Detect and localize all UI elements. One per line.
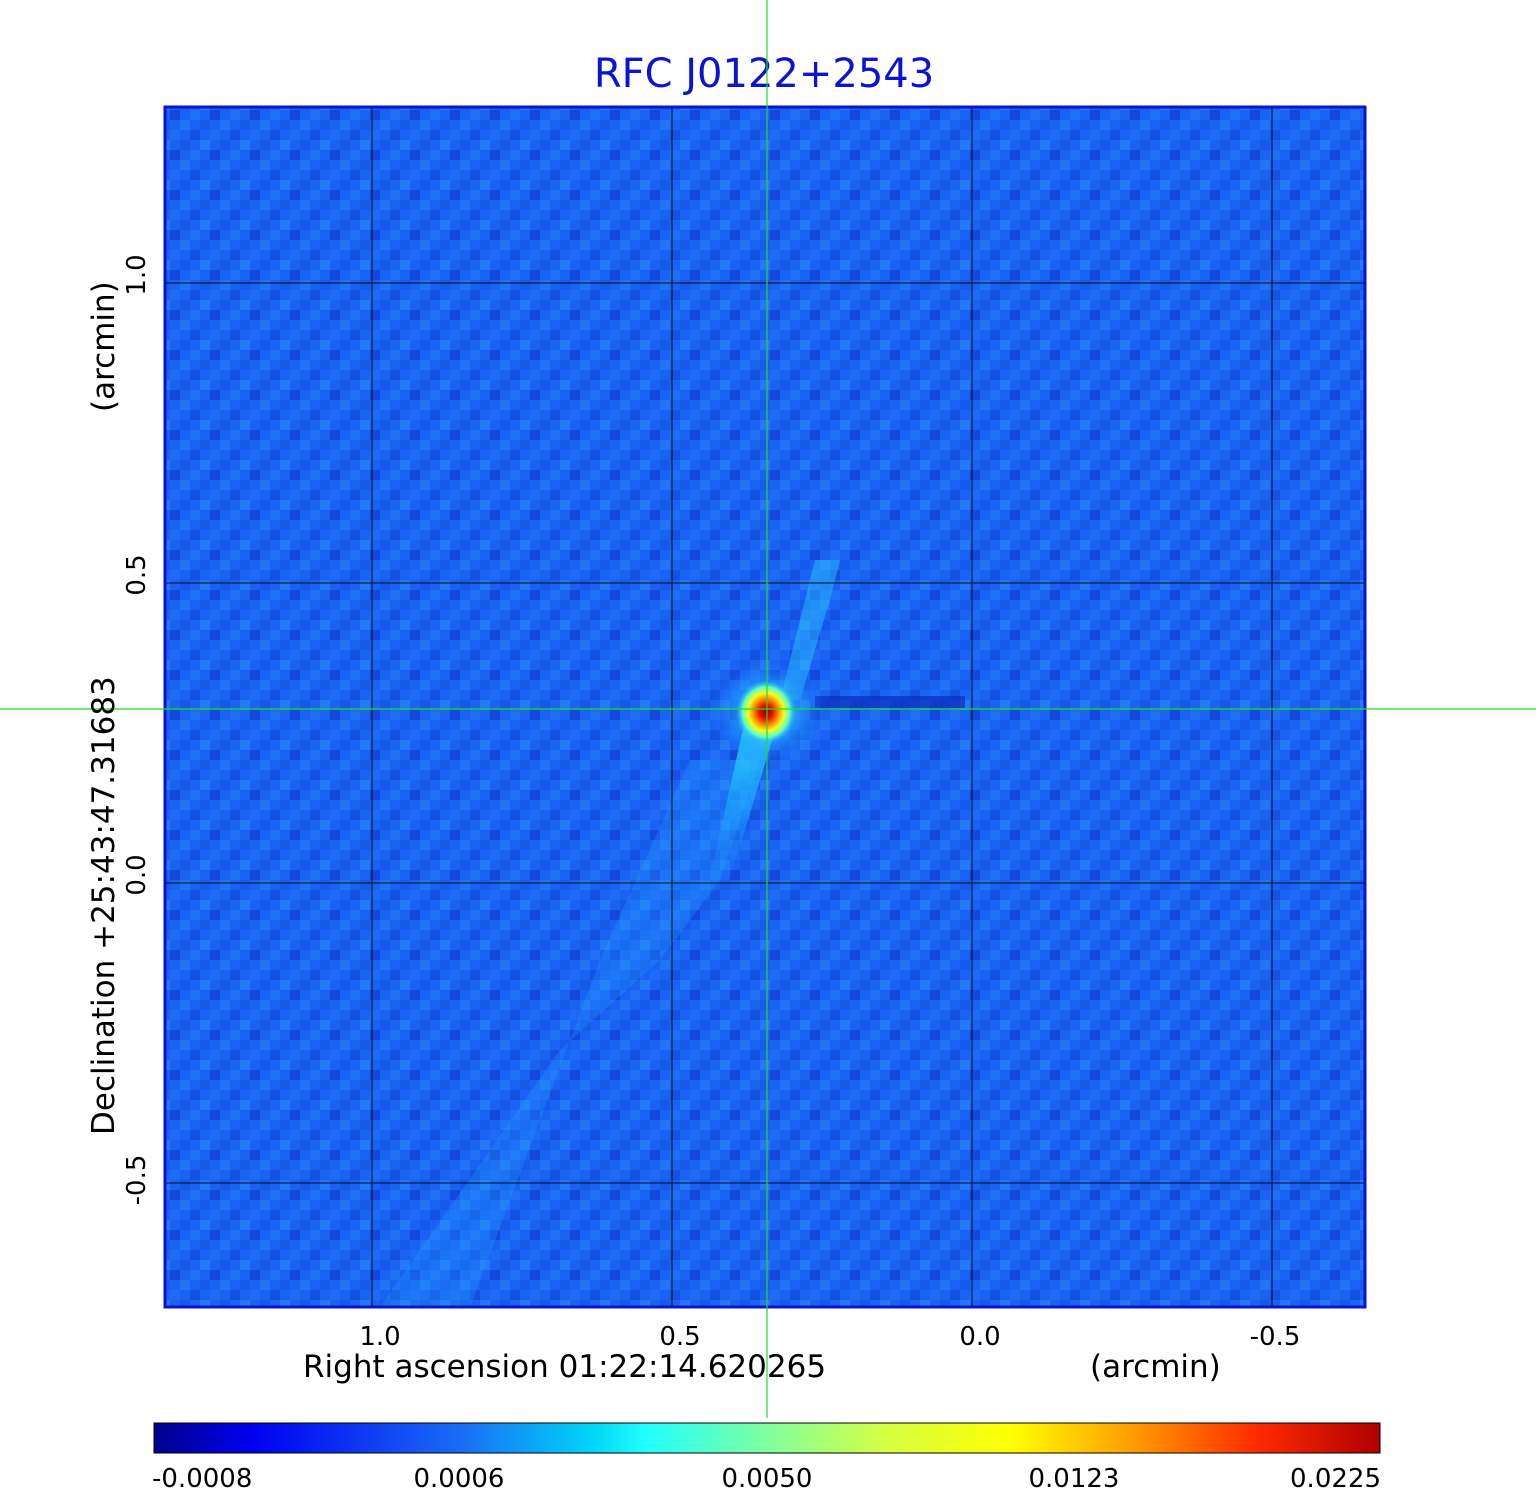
y-axis-label: Declination +25:43:47.31683 bbox=[86, 676, 122, 1135]
diffuse-emission bbox=[380, 760, 760, 1307]
y-tick-label: 1.0 bbox=[122, 254, 152, 295]
colorbar-ticks: -0.0008 0.0006 0.0050 0.0123 0.0225 bbox=[152, 1464, 1381, 1494]
x-axis-unit: (arcmin) bbox=[1090, 1349, 1221, 1385]
colorbar-tick-label: 0.0006 bbox=[414, 1464, 505, 1494]
y-tick-label: 0.0 bbox=[122, 854, 152, 895]
colorbar-tick-label: 0.0123 bbox=[1029, 1464, 1120, 1494]
plot-title: RFC J0122+2543 bbox=[594, 51, 934, 97]
source-core bbox=[736, 680, 796, 744]
x-tick-label: 1.0 bbox=[359, 1322, 400, 1352]
x-tick-label: -0.5 bbox=[1250, 1322, 1301, 1352]
x-tick-label: 0.0 bbox=[959, 1322, 1000, 1352]
y-tick-labels: 1.0 0.5 0.0 -0.5 bbox=[122, 254, 152, 1205]
intensity-map bbox=[165, 107, 1365, 1307]
colorbar-tick-label: 0.0225 bbox=[1290, 1464, 1381, 1494]
coordinate-grid bbox=[165, 107, 1365, 1307]
x-tick-labels: 1.0 0.5 0.0 -0.5 bbox=[359, 1322, 1300, 1352]
colorbar bbox=[153, 1422, 1381, 1454]
crosshair bbox=[0, 0, 1536, 1418]
map-frame bbox=[163, 105, 1367, 1309]
x-tick-label: 0.5 bbox=[659, 1322, 700, 1352]
x-axis-label: Right ascension 01:22:14.620265 bbox=[303, 1349, 826, 1385]
y-tick-label: 0.5 bbox=[122, 554, 152, 595]
colorbar-tick-label: 0.0050 bbox=[722, 1464, 813, 1494]
colorbar-tick-label: -0.0008 bbox=[152, 1464, 252, 1494]
y-axis-unit: (arcmin) bbox=[86, 281, 122, 412]
y-tick-label: -0.5 bbox=[122, 1155, 152, 1206]
negative-stripe bbox=[815, 696, 965, 708]
